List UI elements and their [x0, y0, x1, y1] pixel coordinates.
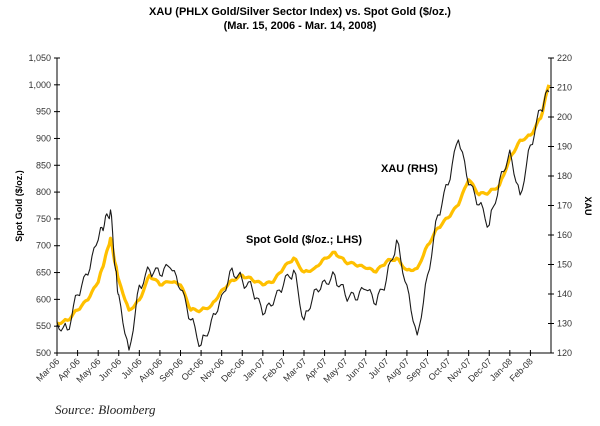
x-tick-label: Jun-07 — [344, 356, 371, 383]
y-right-tick-label: 160 — [557, 230, 572, 240]
y-left-tick-label: 950 — [36, 107, 51, 117]
x-tick-label: Sep-06 — [157, 356, 185, 384]
y-left-tick-label: 900 — [36, 133, 51, 143]
y-right-tick-label: 130 — [557, 319, 572, 329]
y-right-tick-label: 170 — [557, 201, 572, 211]
annotation-xau: XAU (RHS) — [381, 163, 438, 175]
y-right-tick-label: 180 — [557, 171, 572, 181]
chart-subtitle: (Mar. 15, 2006 - Mar. 14, 2008) — [223, 20, 377, 32]
x-tick-label: Mar-07 — [281, 356, 308, 383]
y-left-tick-label: 600 — [36, 294, 51, 304]
x-tick-label: Sep-07 — [404, 356, 432, 384]
x-tick-label: Mar-06 — [34, 356, 61, 383]
y-left-tick-label: 1,050 — [28, 53, 51, 63]
x-tick-label: Feb-08 — [508, 356, 535, 383]
y-right-tick-label: 220 — [557, 53, 572, 63]
y-axis-left-title: Spot Gold ($/oz.) — [14, 170, 24, 242]
y-right-tick-label: 190 — [557, 142, 572, 152]
y-right-tick-label: 210 — [557, 83, 572, 93]
y-left-tick-label: 850 — [36, 160, 51, 170]
y-left-tick-label: 550 — [36, 321, 51, 331]
source-note: Source: Bloomberg — [55, 402, 156, 417]
x-tick-label: Dec-07 — [466, 356, 494, 384]
y-left-tick-label: 500 — [36, 348, 51, 358]
x-tick-label: Dec-06 — [219, 356, 247, 384]
y-right-tick-label: 150 — [557, 260, 572, 270]
series-line-spot-gold — [56, 84, 551, 326]
x-tick-label: Jun-06 — [97, 356, 124, 383]
chart-title: XAU (PHLX Gold/Silver Sector Index) vs. … — [149, 6, 451, 18]
y-left-tick-label: 700 — [36, 241, 51, 251]
series-lines — [56, 84, 551, 351]
y-axis-right-title: XAU — [583, 196, 593, 215]
y-left-tick-label: 650 — [36, 268, 51, 278]
y-right-tick-label: 200 — [557, 112, 572, 122]
series-line-xau — [56, 89, 550, 351]
y-right-tick-label: 120 — [557, 348, 572, 358]
y-right-tick-label: 140 — [557, 289, 572, 299]
y-left-tick-label: 800 — [36, 187, 51, 197]
y-left-tick-label: 1,000 — [28, 80, 51, 90]
annotation-spot-gold: Spot Gold ($/oz.; LHS) — [246, 234, 362, 246]
y-left-tick-label: 750 — [36, 214, 51, 224]
